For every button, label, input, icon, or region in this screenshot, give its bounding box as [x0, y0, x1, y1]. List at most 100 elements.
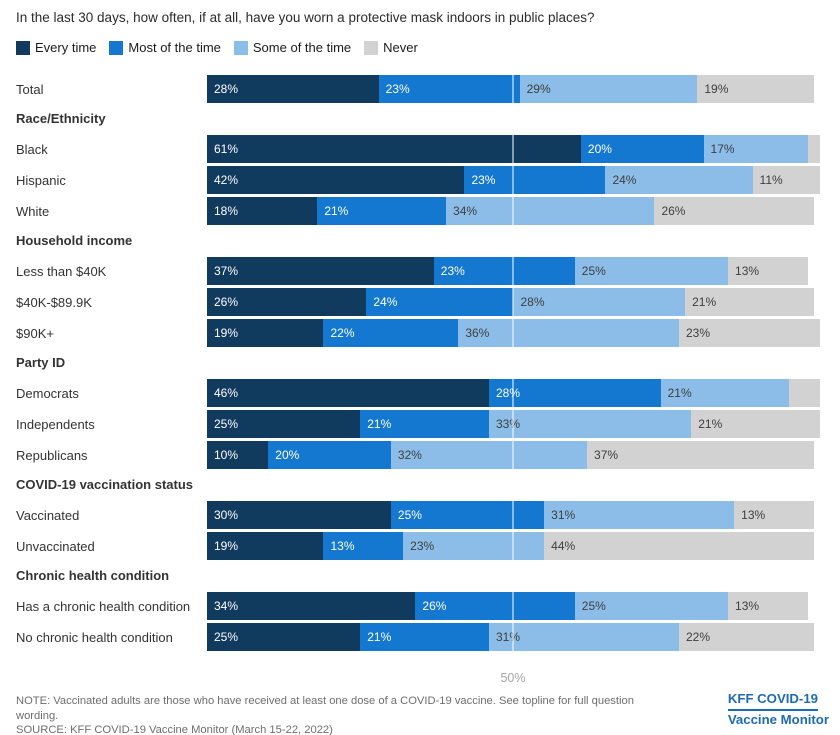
segment-value-label: 28% [214, 82, 239, 96]
bar-row: $90K+ 19% 22% 36% 23% [16, 319, 820, 347]
segment-value-label: 34% [453, 204, 478, 218]
bar-segment-every-time: 26% [207, 288, 367, 316]
bar-track: 18% 21% 34% 26% [207, 197, 820, 225]
chart-area: Total 28% 23% 29% 19% Race/Ethnicity Black 61% 2… [16, 75, 820, 685]
bar-track: 37% 23% 25% 13% [207, 257, 820, 285]
segment-value-label: 25% [397, 508, 422, 522]
bar-segment-some-of-the-time: 34% [446, 197, 655, 225]
segment-value-label: 22% [330, 326, 355, 340]
bar-segment-never: 22% [678, 623, 814, 651]
bar-segment-some-of-the-time: 23% [403, 532, 545, 560]
segment-value-label: 13% [735, 264, 760, 278]
legend-item: Most of the time [109, 40, 221, 55]
bar-row: Unvaccinated 19% 13% 23% 44% [16, 532, 820, 560]
bar-track: 61% 20% 17% [207, 135, 820, 163]
segment-value-label: 61% [214, 142, 239, 156]
row-label: Republicans [16, 447, 88, 463]
bar-track: 19% 22% 36% 23% [207, 319, 820, 347]
bar-segment-never: 13% [728, 592, 808, 620]
bar-track: 42% 23% 24% 11% [207, 166, 820, 194]
bar-segment-some-of-the-time: 21% [660, 379, 790, 407]
footer-notes: NOTE: Vaccinated adults are those who ha… [16, 694, 676, 735]
bar-segment-never [807, 135, 820, 163]
segment-value-label: 19% [704, 82, 729, 96]
segment-value-label: 31% [551, 508, 576, 522]
segment-value-label: 13% [741, 508, 766, 522]
legend-item: Never [364, 40, 418, 55]
bar-segment-some-of-the-time: 29% [519, 75, 698, 103]
row-label: Hispanic [16, 172, 66, 188]
bar-segment-some-of-the-time: 33% [488, 410, 692, 438]
bar-segment-some-of-the-time: 36% [458, 319, 679, 347]
bar-segment-every-time: 42% [207, 166, 465, 194]
segment-value-label: 21% [367, 630, 392, 644]
row-label: Has a chronic health condition [16, 598, 191, 614]
segment-value-label: 23% [686, 326, 711, 340]
bar-segment-every-time: 37% [207, 257, 434, 285]
segment-value-label: 19% [214, 326, 239, 340]
segment-value-label: 23% [410, 539, 435, 553]
bar-segment-most-of-the-time: 22% [323, 319, 459, 347]
bar-segment-never: 13% [728, 257, 808, 285]
bar-segment-most-of-the-time: 28% [488, 379, 661, 407]
segment-value-label: 10% [214, 448, 239, 462]
segment-value-label: 18% [214, 204, 239, 218]
segment-value-label: 31% [495, 630, 520, 644]
segment-value-label: 24% [612, 173, 637, 187]
bar-segment-some-of-the-time: 25% [574, 592, 729, 620]
row-label: Unvaccinated [16, 538, 95, 554]
legend-label: Most of the time [128, 40, 221, 55]
row-label: Independents [16, 416, 95, 432]
bar-row: Democrats 46% 28% 21% [16, 379, 820, 407]
row-label: White [16, 203, 50, 219]
bar-row: $40K-$89.9K 26% 24% 28% 21% [16, 288, 820, 316]
bar-row: Less than $40K 37% 23% 25% 13% [16, 257, 820, 285]
bar-track: 10% 20% 32% 37% [207, 441, 820, 469]
bar-segment-every-time: 25% [207, 410, 361, 438]
bar-segment-never [789, 379, 820, 407]
bar-segment-most-of-the-time: 25% [390, 501, 545, 529]
segment-value-label: 20% [275, 448, 300, 462]
segment-value-label: 23% [385, 82, 410, 96]
row-label: Black [16, 141, 48, 157]
bar-segment-most-of-the-time: 26% [415, 592, 575, 620]
bar-row: Has a chronic health condition 34% 26% 25% 1… [16, 592, 820, 620]
bar-segment-most-of-the-time: 21% [360, 410, 489, 438]
bar-segment-every-time: 19% [207, 319, 324, 347]
bar-row: White 18% 21% 34% 26% [16, 197, 820, 225]
bar-segment-every-time: 61% [207, 135, 581, 163]
bar-segment-some-of-the-time: 28% [513, 288, 686, 316]
bar-segment-every-time: 10% [207, 441, 269, 469]
bar-segment-every-time: 18% [207, 197, 318, 225]
legend-swatch-never [364, 40, 379, 55]
x-axis-tick-label: 50% [500, 671, 526, 685]
row-label: Less than $40K [16, 263, 107, 279]
bar-segment-some-of-the-time: 25% [574, 257, 729, 285]
bar-segment-most-of-the-time: 20% [580, 135, 704, 163]
bar-row: Total 28% 23% 29% 19% [16, 75, 820, 103]
legend-item: Some of the time [233, 40, 351, 55]
segment-value-label: 33% [495, 417, 520, 431]
bar-segment-every-time: 25% [207, 623, 361, 651]
segment-value-label: 42% [214, 173, 239, 187]
bar-track: 34% 26% 25% 13% [207, 592, 820, 620]
bar-segment-never: 21% [691, 410, 820, 438]
segment-value-label: 21% [667, 386, 692, 400]
segment-value-label: 21% [324, 204, 349, 218]
segment-value-label: 32% [397, 448, 422, 462]
segment-value-label: 28% [520, 295, 545, 309]
row-label: Vaccinated [16, 507, 80, 523]
legend-item: Every time [16, 40, 96, 55]
bar-segment-most-of-the-time: 23% [378, 75, 520, 103]
row-label: No chronic health condition [16, 629, 173, 645]
segment-value-label: 28% [495, 386, 520, 400]
bar-segment-some-of-the-time: 32% [390, 441, 588, 469]
chart-title: In the last 30 days, how often, if at al… [16, 10, 595, 25]
segment-value-label: 13% [735, 599, 760, 613]
segment-value-label: 26% [661, 204, 686, 218]
row-label: Total [16, 81, 44, 97]
bar-row: Independents 25% 21% 33% 21% [16, 410, 820, 438]
legend-swatch-most-of-the-time [109, 40, 124, 55]
segment-value-label: 46% [214, 386, 239, 400]
legend-label: Every time [35, 40, 97, 55]
